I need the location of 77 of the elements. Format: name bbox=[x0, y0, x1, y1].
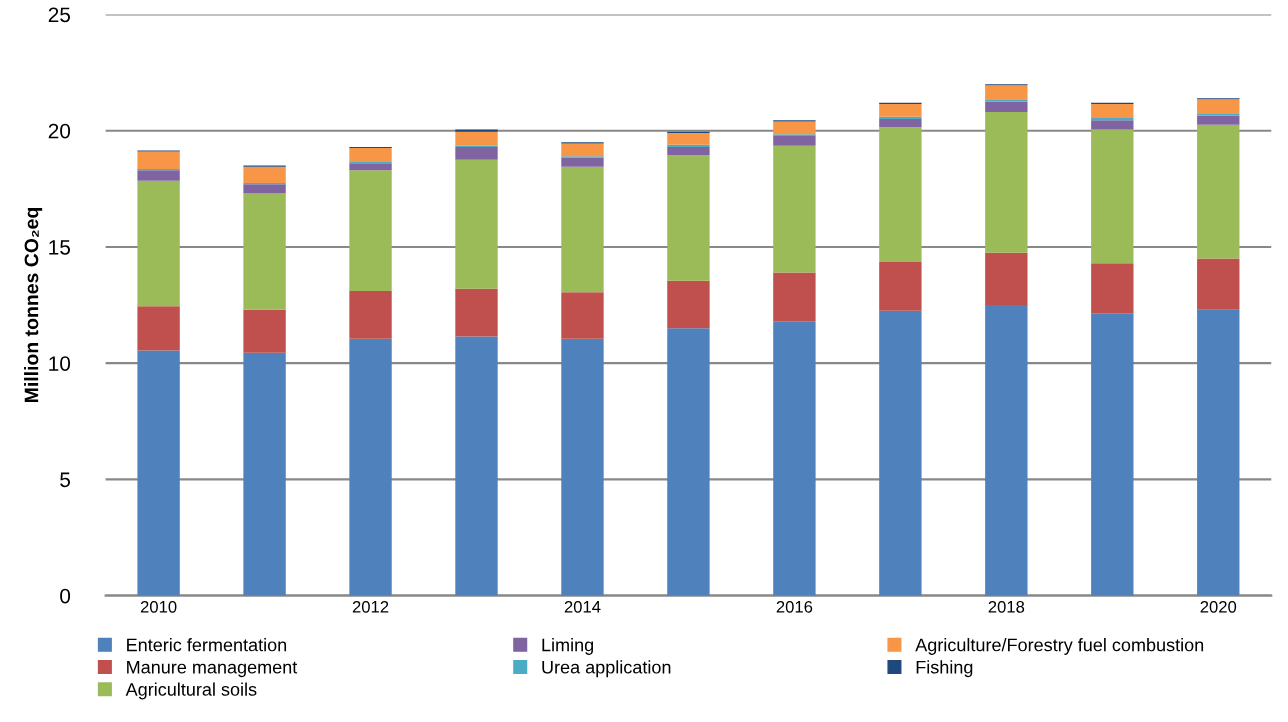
bar bbox=[1197, 115, 1240, 125]
bar bbox=[243, 193, 286, 310]
bar bbox=[667, 155, 710, 281]
bar bbox=[137, 180, 180, 307]
bar bbox=[243, 184, 286, 194]
bar bbox=[1197, 309, 1240, 596]
bar bbox=[455, 288, 498, 337]
bar bbox=[1197, 99, 1240, 114]
bar bbox=[1091, 120, 1134, 130]
bar bbox=[137, 306, 180, 351]
bar bbox=[455, 131, 498, 146]
bar bbox=[455, 159, 498, 289]
bar bbox=[243, 166, 286, 183]
legend-label: Urea application bbox=[542, 660, 671, 678]
bar bbox=[561, 157, 604, 167]
y-tick-label: 25 bbox=[48, 7, 71, 23]
bar bbox=[455, 146, 498, 160]
bar bbox=[879, 103, 922, 117]
bar bbox=[879, 127, 922, 263]
bar bbox=[667, 146, 710, 156]
bar bbox=[349, 338, 392, 596]
bar bbox=[985, 99, 1028, 102]
bar bbox=[1091, 103, 1134, 118]
x-tick-label: 2020 bbox=[1200, 600, 1237, 613]
bar bbox=[773, 135, 816, 146]
bar bbox=[879, 262, 922, 311]
bar bbox=[561, 292, 604, 339]
bar bbox=[773, 321, 816, 596]
bar bbox=[1091, 263, 1134, 314]
bar bbox=[137, 170, 180, 181]
bar bbox=[667, 280, 710, 329]
x-tick-label: 2012 bbox=[352, 600, 389, 613]
bar bbox=[773, 145, 816, 273]
bar bbox=[137, 350, 180, 596]
bar bbox=[985, 85, 1028, 100]
bar bbox=[243, 352, 286, 596]
x-tick-label: 2016 bbox=[776, 600, 813, 613]
bar bbox=[455, 336, 498, 596]
bar bbox=[137, 151, 180, 170]
legend-label: Agricultural soils bbox=[125, 682, 257, 700]
y-tick-label: 10 bbox=[49, 356, 71, 371]
x-tick-label: 2010 bbox=[140, 600, 177, 613]
legend-label: Agriculture/Forestry fuel combustion bbox=[915, 638, 1204, 655]
bar bbox=[561, 143, 604, 157]
bar bbox=[667, 133, 710, 145]
y-tick-label: 0 bbox=[60, 588, 71, 604]
bar bbox=[561, 166, 604, 293]
bar bbox=[985, 101, 1028, 113]
y-tick-label: 15 bbox=[49, 240, 71, 255]
bar bbox=[667, 328, 710, 596]
bar bbox=[349, 170, 392, 292]
bar bbox=[1197, 113, 1240, 116]
bar bbox=[349, 148, 392, 163]
bar bbox=[1091, 129, 1134, 264]
y-tick-label: 5 bbox=[60, 472, 71, 488]
bar bbox=[1091, 313, 1134, 596]
bar bbox=[561, 338, 604, 596]
y-axis-title: Million tonnes CO₂eq bbox=[24, 208, 43, 403]
bar bbox=[1197, 258, 1240, 310]
legend-label: Fishing bbox=[916, 660, 973, 678]
bar bbox=[985, 112, 1028, 253]
bar bbox=[985, 252, 1028, 306]
bar bbox=[349, 291, 392, 339]
bar bbox=[773, 272, 816, 322]
bar bbox=[879, 310, 922, 596]
y-tick-label: 20 bbox=[48, 123, 71, 139]
x-tick-label: 2018 bbox=[988, 600, 1025, 613]
bar bbox=[985, 305, 1028, 596]
legend-label: Liming bbox=[542, 638, 594, 655]
legend-label: Enteric fermentation bbox=[127, 638, 287, 652]
bar bbox=[773, 121, 816, 135]
bar bbox=[243, 309, 286, 353]
legend-label: Manure management bbox=[127, 660, 298, 678]
bar bbox=[1197, 124, 1240, 259]
bar bbox=[879, 119, 922, 128]
bar bbox=[349, 163, 392, 171]
x-tick-label: 2014 bbox=[564, 600, 601, 613]
